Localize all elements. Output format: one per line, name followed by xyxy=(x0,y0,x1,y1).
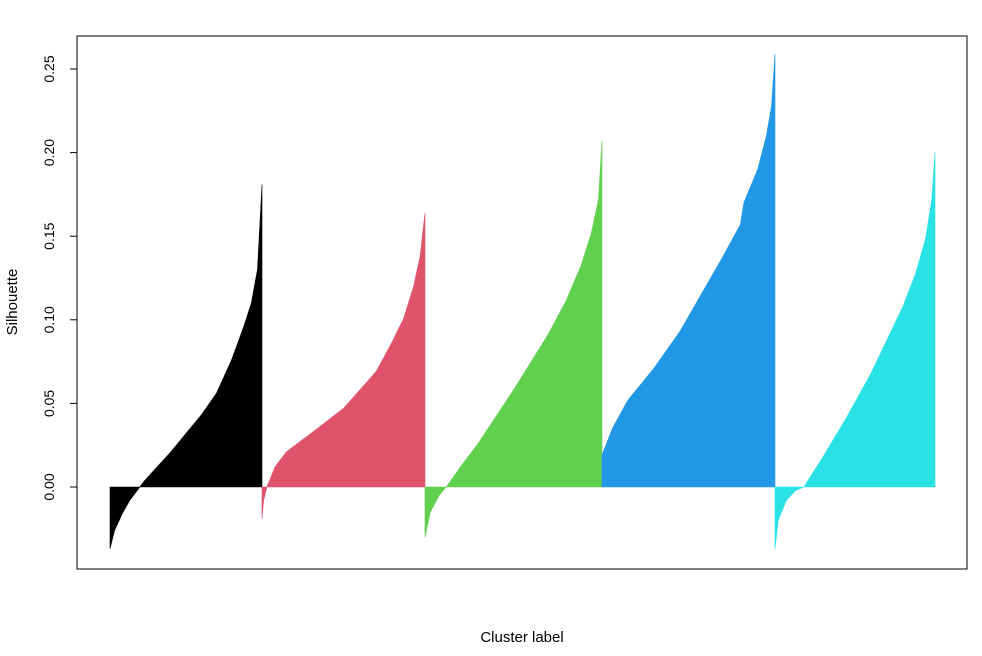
silhouette-bars xyxy=(109,53,936,549)
y-axis: 0.00 0.05 0.10 0.15 0.20 0.25 xyxy=(41,55,78,501)
cluster-3-silhouette xyxy=(424,140,603,538)
cluster-5-silhouette xyxy=(774,152,936,549)
y-tick-label: 0.15 xyxy=(41,222,57,249)
cluster-4-silhouette xyxy=(601,53,776,488)
y-tick-label: 0.05 xyxy=(41,390,57,417)
y-axis-label: Silhouette xyxy=(4,269,21,336)
y-tick-label: 0.25 xyxy=(41,55,57,82)
y-tick-label: 0.20 xyxy=(41,139,57,166)
plot-frame xyxy=(76,35,968,570)
cluster-2-silhouette xyxy=(261,212,426,519)
x-axis-label: Cluster label xyxy=(480,629,563,646)
y-tick-label: 0.00 xyxy=(41,473,57,500)
y-tick-label: 0.10 xyxy=(41,306,57,333)
cluster-1-silhouette xyxy=(109,184,263,549)
